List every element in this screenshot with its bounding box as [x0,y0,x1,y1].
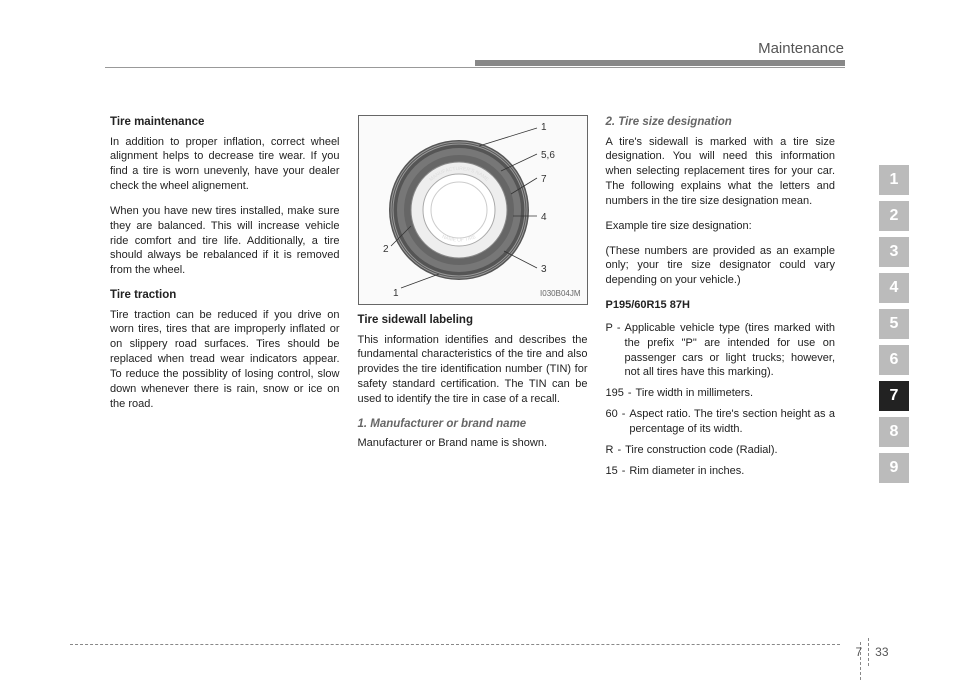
tire-diagram: MANUFACTURER'S NAME NAME OF TIRE [358,115,588,305]
para: (These numbers are provided as an exampl… [606,244,836,289]
section-tab-6[interactable]: 6 [879,345,909,375]
para: Tire traction can be reduced if you driv… [110,308,340,412]
definition-value: Aspect ratio. The tire's section height … [629,407,835,437]
definition-key: 60 [606,407,622,422]
page-number: 33 [875,645,888,659]
para: In addition to proper inflation, correct… [110,135,340,194]
para: Example tire size designation: [606,219,836,234]
definition-key: 15 [606,464,622,479]
definition-value: Tire construction code (Radial). [625,443,835,458]
heading-tire-sidewall-labeling: Tire sidewall labeling [358,313,588,329]
example-tire-size: P195/60R15 87H [606,298,836,313]
figure-code: I030B04JM [540,289,580,300]
para: When you have new tires installed, make … [110,204,340,278]
section-tab-8[interactable]: 8 [879,417,909,447]
section-tab-7[interactable]: 7 [879,381,909,411]
page-header-title: Maintenance [758,40,844,57]
definition-separator: - [617,321,625,336]
heading-tire-maintenance: Tire maintenance [110,115,340,131]
definition-row: R-Tire construction code (Radial). [606,443,836,458]
definition-separator: - [622,407,630,422]
definition-row: 195-Tire width in millimeters. [606,386,836,401]
fig-label: 3 [541,264,547,275]
definition-key: P [606,321,617,336]
definition-value: Tire width in millimeters. [636,386,835,401]
subheading-manufacturer: 1. Manufacturer or brand name [358,417,588,433]
column-1: Tire maintenance In addition to proper i… [110,115,340,485]
fig-label: 4 [541,212,547,223]
para: A tire's sidewall is marked with a tire … [606,135,836,209]
para: This information identifies and describe… [358,333,588,407]
definition-key: R [606,443,618,458]
fig-label: 5,6 [541,150,555,161]
section-tab-4[interactable]: 4 [879,273,909,303]
definition-separator: - [622,464,630,479]
para: Manufacturer or Brand name is shown. [358,436,588,451]
definition-row: 60-Aspect ratio. The tire's section heig… [606,407,836,437]
section-tab-1[interactable]: 1 [879,165,909,195]
fig-label: 1 [541,122,547,133]
section-tab-3[interactable]: 3 [879,237,909,267]
column-2: MANUFACTURER'S NAME NAME OF TIRE [358,115,588,485]
definition-separator: - [617,443,625,458]
heading-tire-traction: Tire traction [110,288,340,304]
fig-label: 7 [541,174,547,185]
section-tab-2[interactable]: 2 [879,201,909,231]
column-3: 2. Tire size designation A tire's sidewa… [606,115,836,485]
definition-row: P-Applicable vehicle type (tires marked … [606,321,836,380]
page-footer: 7 33 [70,644,900,645]
definition-value: Applicable vehicle type (tires marked wi… [625,321,835,380]
section-tab-5[interactable]: 5 [879,309,909,339]
fig-label: 2 [383,244,389,255]
definition-key: 195 [606,386,628,401]
fig-label: 1 [393,288,399,299]
header-rule [105,60,845,68]
definition-row: 15-Rim diameter in inches. [606,464,836,479]
subheading-tire-size: 2. Tire size designation [606,115,836,131]
section-number: 7 [855,645,862,659]
definition-separator: - [628,386,636,401]
definition-value: Rim diameter in inches. [629,464,835,479]
section-tab-9[interactable]: 9 [879,453,909,483]
